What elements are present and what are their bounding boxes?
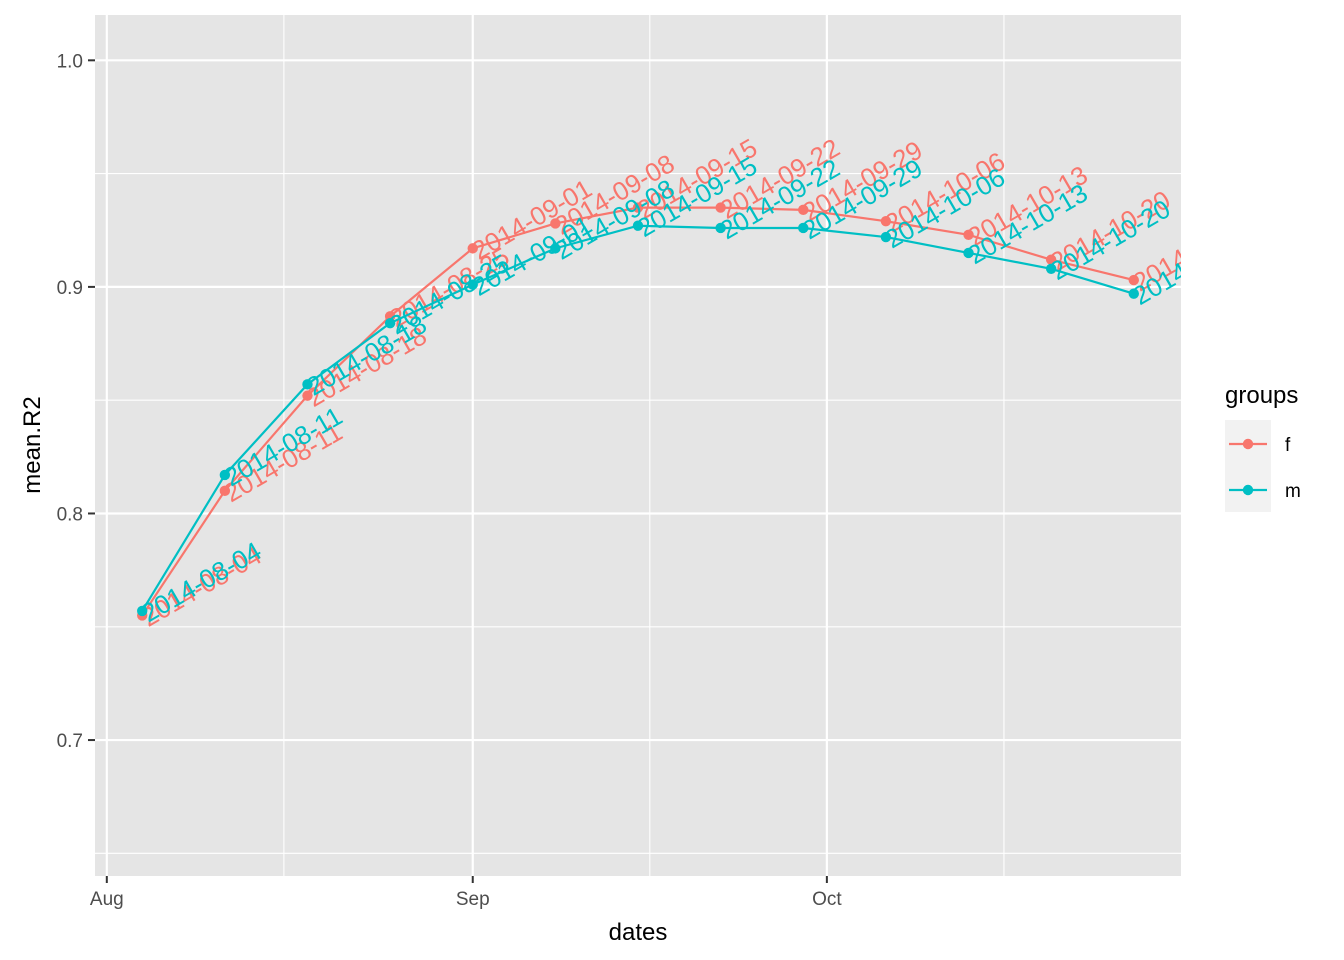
data-point-m — [467, 279, 478, 290]
y-axis-title: mean.R2 — [19, 396, 46, 493]
data-point-f — [1128, 274, 1139, 286]
data-point-m — [137, 605, 148, 617]
x-axis: Aug Sep Oct — [90, 876, 842, 910]
x-axis-title: dates — [609, 919, 668, 946]
x-tick-label: Aug — [90, 889, 124, 910]
legend-label-f: f — [1285, 435, 1291, 456]
data-point-f — [467, 243, 478, 254]
legend-title: groups — [1225, 382, 1298, 409]
data-point-m — [302, 379, 313, 390]
y-tick-label: 0.9 — [57, 278, 83, 299]
data-point-m — [1045, 263, 1057, 274]
data-point-f — [798, 204, 809, 216]
x-tick-label: Oct — [812, 889, 842, 910]
data-point-m — [963, 247, 974, 259]
data-point-m — [632, 220, 644, 231]
data-point-m — [550, 243, 561, 254]
legend-key-background — [1225, 420, 1271, 512]
y-tick-label: 0.7 — [57, 731, 83, 752]
plot-panel — [95, 15, 1181, 876]
x-tick-label: Sep — [456, 889, 490, 910]
data-point-m — [219, 469, 231, 481]
legend: groups f m — [1225, 382, 1301, 512]
data-point-m — [715, 222, 726, 234]
data-point-f — [1045, 254, 1057, 265]
data-point-m — [880, 231, 892, 243]
legend-key-point-m — [1242, 484, 1254, 496]
data-point-f — [219, 485, 231, 497]
data-point-f — [963, 229, 974, 240]
legend-key-point-f — [1242, 438, 1254, 450]
data-point-f — [880, 215, 892, 227]
y-tick-label: 0.8 — [57, 504, 83, 525]
y-axis: 0.7 0.8 0.9 1.0 — [57, 51, 95, 752]
major-gridlines — [95, 15, 1181, 876]
y-tick-label: 1.0 — [57, 51, 83, 72]
data-point-f — [632, 202, 644, 213]
data-point-f — [302, 390, 313, 401]
data-point-f — [550, 218, 561, 229]
data-point-m — [384, 317, 396, 329]
data-point-f — [715, 202, 726, 213]
data-point-m — [1128, 288, 1139, 299]
minor-gridlines — [95, 15, 1181, 876]
data-point-m — [798, 222, 809, 234]
legend-label-m: m — [1285, 481, 1301, 502]
